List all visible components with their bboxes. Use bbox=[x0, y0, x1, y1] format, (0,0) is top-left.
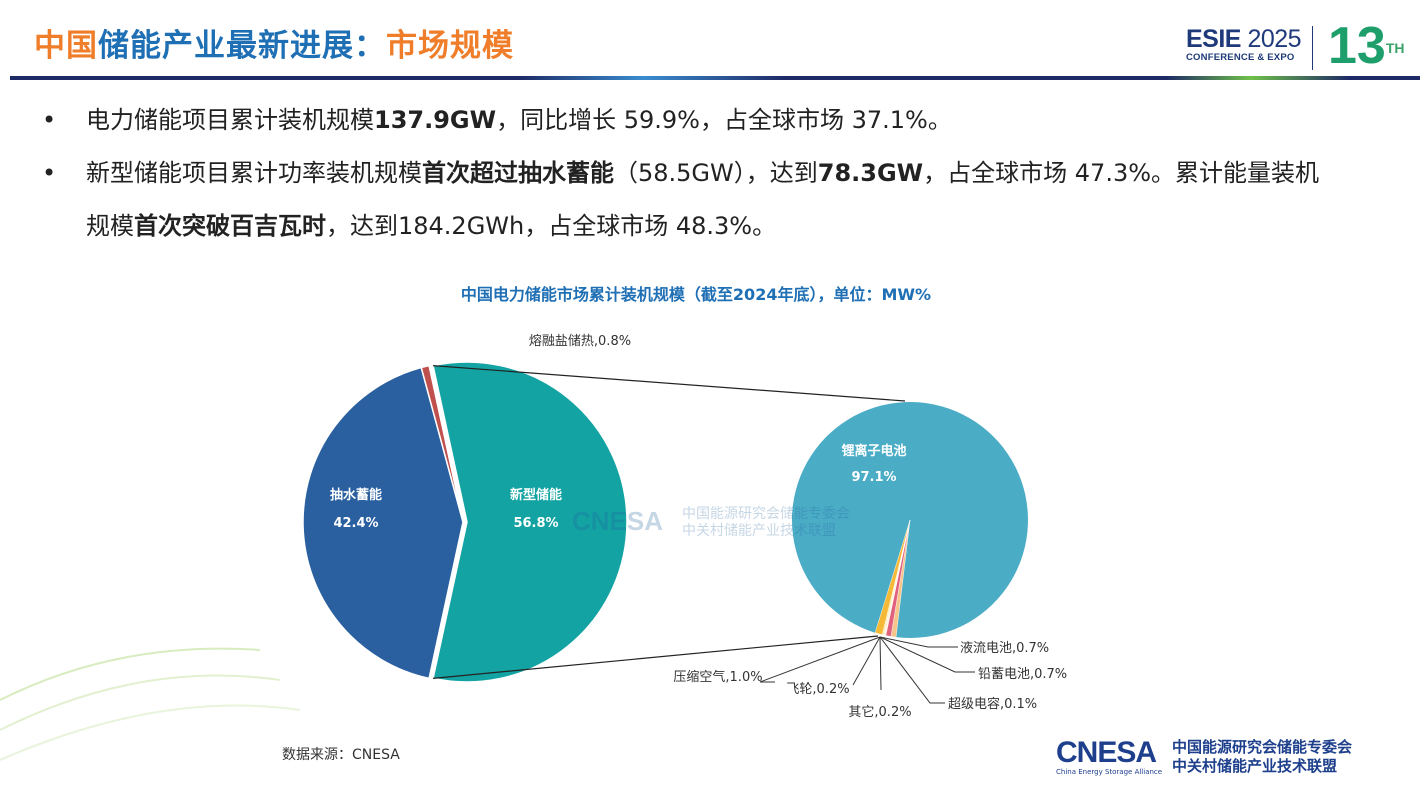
edition-logo: 13TH bbox=[1328, 18, 1405, 74]
edition-suffix: TH bbox=[1385, 40, 1405, 56]
leader-line bbox=[879, 636, 958, 648]
bullet-text: 新型储能项目累计功率装机规模 bbox=[86, 159, 422, 187]
slice-label: 飞轮,0.2% bbox=[786, 682, 849, 697]
pie-slice bbox=[302, 366, 464, 680]
title-part: 市场规模 bbox=[386, 28, 514, 64]
data-source: 数据来源：CNESA bbox=[282, 747, 400, 763]
bullet-text: ，达到184.2GWh，占全球市场 48.3%。 bbox=[326, 212, 777, 240]
bullet-item: • 新型储能项目累计功率装机规模首次超过抽水蓄能（58.5GW），达到78.3GW… bbox=[40, 147, 1326, 253]
watermark: CNESA 中国能源研究会储能专委会 中关村储能产业技术联盟 bbox=[572, 506, 850, 539]
logo-zh2: 中关村储能产业技术联盟 bbox=[1172, 757, 1338, 775]
slice-label: 锂离子电池 bbox=[841, 443, 906, 459]
bullet-text: 电力储能项目累计装机规模 bbox=[86, 106, 374, 134]
pie-slice bbox=[432, 361, 628, 683]
leader-line bbox=[879, 636, 882, 691]
pie-slice bbox=[874, 519, 911, 635]
bullet-text: （58.5GW），达到 bbox=[614, 159, 818, 187]
chart-title: 中国电力储能市场累计装机规模（截至2024年底），单位：MW% bbox=[461, 285, 931, 304]
bullet-text: 78.3GW bbox=[817, 159, 924, 187]
divider bbox=[1312, 26, 1313, 70]
connector-line bbox=[433, 635, 879, 679]
watermark-name: CNESA bbox=[572, 506, 664, 536]
logo-zh1: 中国能源研究会储能专委会 bbox=[1172, 738, 1353, 756]
leader-line bbox=[879, 636, 975, 673]
leader-line bbox=[759, 636, 881, 683]
event-subtitle: CONFERENCE & EXPO bbox=[1186, 52, 1295, 63]
bullet-list: • 电力储能项目累计装机规模137.9GW，同比增长 59.9%，占全球市场 37… bbox=[40, 94, 1420, 253]
slice-label: 压缩空气,1.0% bbox=[673, 669, 762, 685]
slice-label: 熔融盐储热,0.8% bbox=[529, 334, 631, 349]
page-title: 中国储能产业最新进展：市场规模 bbox=[34, 20, 514, 65]
leader-line bbox=[852, 636, 881, 686]
esie-logo: ESIE 2025 CONFERENCE & EXPO bbox=[1186, 25, 1302, 63]
leader-line bbox=[879, 636, 945, 704]
event-year: 2025 bbox=[1247, 25, 1302, 53]
bullet-text: 首次突破百吉瓦时 bbox=[134, 212, 326, 240]
logo-name: CNESA bbox=[1056, 736, 1157, 769]
watermark-zh1: 中国能源研究会储能专委会 bbox=[682, 506, 850, 522]
bullet-text: 首次超过抽水蓄能 bbox=[422, 159, 614, 187]
title-part: 中国 bbox=[34, 28, 98, 64]
slice-value: 56.8% bbox=[513, 516, 558, 531]
bullet-item: • 电力储能项目累计装机规模137.9GW，同比增长 59.9%，占全球市场 37… bbox=[40, 94, 1420, 147]
title-part: 储能产业最新进展： bbox=[98, 28, 386, 64]
edition-number: 13 bbox=[1328, 17, 1386, 75]
event-name: ESIE bbox=[1186, 25, 1241, 53]
slice-label: 新型储能 bbox=[510, 487, 562, 503]
bullet-text: 137.9GW bbox=[374, 106, 497, 134]
watermark-zh2: 中关村储能产业技术联盟 bbox=[682, 523, 836, 539]
slice-label: 液流电池,0.7% bbox=[960, 641, 1049, 656]
pie-slice bbox=[420, 364, 464, 523]
logo-en: China Energy Storage Alliance bbox=[1056, 768, 1163, 776]
slice-value: 97.1% bbox=[851, 470, 896, 485]
slice-label: 超级电容,0.1% bbox=[948, 696, 1037, 712]
bullet-text: ，同比增长 59.9%，占全球市场 37.1%。 bbox=[496, 106, 952, 134]
bullet-dot: • bbox=[42, 106, 57, 134]
connector-line bbox=[433, 365, 906, 402]
bullet-text: ，占全球市场 47.3%。累计能量装机规模 bbox=[86, 159, 1320, 240]
slice-label: 铅蓄电池,0.7% bbox=[978, 667, 1067, 682]
cnesa-logo: CNESA China Energy Storage Alliance 中国能源… bbox=[1056, 736, 1352, 777]
slice-value: 42.4% bbox=[333, 516, 378, 531]
header-rule bbox=[10, 76, 1420, 80]
bullet-dot: • bbox=[42, 159, 57, 187]
slice-label: 其它,0.2% bbox=[848, 704, 911, 720]
slice-label: 抽水蓄能 bbox=[330, 487, 382, 503]
